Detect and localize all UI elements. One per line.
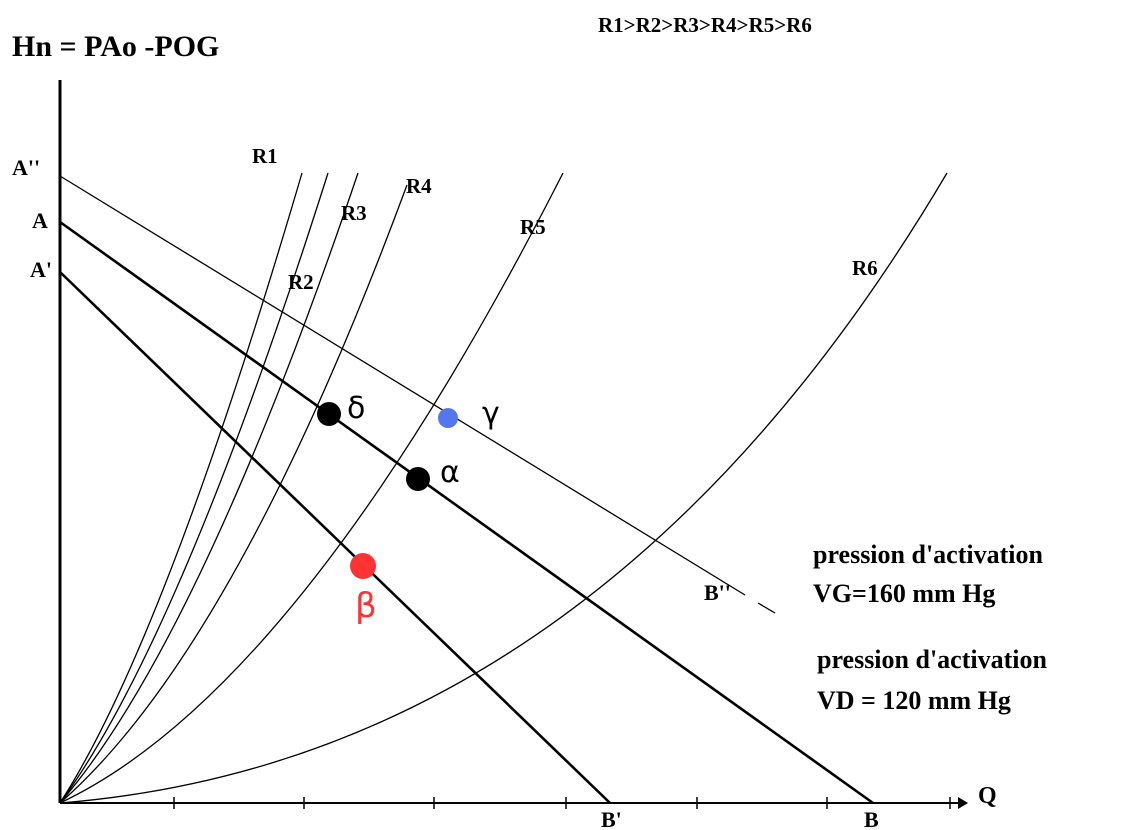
line-a1-b1 xyxy=(59,271,611,804)
label-b: B xyxy=(864,807,879,830)
label-r1: R1 xyxy=(252,144,278,168)
label-b1: B' xyxy=(601,807,622,830)
annotation-vd-line2: VD = 120 mm Hg xyxy=(817,686,1011,715)
order-note: R1>R2>R3>R4>R5>R6 xyxy=(598,13,812,37)
x-axis-ticks xyxy=(173,797,951,809)
label-gamma: γ xyxy=(482,396,500,431)
annotation-vd-line1: pression d'activation xyxy=(817,645,1047,674)
label-b2: B'' xyxy=(704,580,731,605)
label-a2: A'' xyxy=(12,155,40,180)
annotation-vg-line1: pression d'activation xyxy=(813,540,1043,569)
point-beta xyxy=(350,553,376,579)
curve-r6 xyxy=(59,172,948,804)
x-axis-arrow-icon xyxy=(958,797,968,809)
label-beta: β xyxy=(355,586,377,626)
curve-r3 xyxy=(59,172,359,804)
label-r3: R3 xyxy=(341,201,367,225)
label-r4: R4 xyxy=(406,174,432,198)
point-delta xyxy=(317,402,341,426)
label-a: A xyxy=(32,208,48,233)
curve-r5 xyxy=(59,172,564,804)
title: Hn = PAo -POG xyxy=(12,30,219,63)
label-alpha: α xyxy=(440,455,460,490)
line-a-b xyxy=(59,220,874,805)
annotation-vg-line2: VG=160 mm Hg xyxy=(813,579,995,608)
point-alpha xyxy=(406,467,430,491)
label-delta: δ xyxy=(347,391,365,426)
label-a1: A' xyxy=(30,257,52,282)
line-a2-b2 xyxy=(59,175,746,596)
label-r5: R5 xyxy=(520,215,546,239)
label-r6: R6 xyxy=(852,256,878,280)
curve-r4 xyxy=(59,184,408,804)
label-r2: R2 xyxy=(288,270,314,294)
line-a2-b2-tail xyxy=(757,602,776,614)
resistance-curves xyxy=(59,172,948,804)
curve-r2 xyxy=(59,172,329,804)
curve-r1 xyxy=(59,172,303,804)
x-axis-label: Q xyxy=(978,783,997,809)
point-gamma xyxy=(438,408,458,428)
